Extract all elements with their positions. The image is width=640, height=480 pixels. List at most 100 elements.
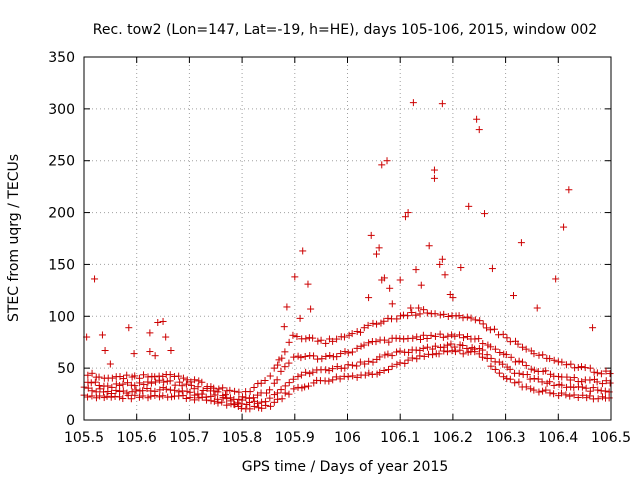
data-point: [388, 352, 396, 360]
data-point: [574, 394, 582, 402]
data-point: [116, 373, 124, 381]
data-point: [116, 381, 124, 389]
data-point: [357, 342, 365, 350]
data-point: [365, 339, 373, 347]
data-point: [578, 378, 586, 386]
data-point: [365, 357, 373, 365]
data-point: [605, 394, 613, 402]
data-point: [183, 387, 191, 395]
data-point: [317, 336, 325, 344]
y-tick-label: 100: [48, 309, 75, 325]
data-point: [558, 389, 566, 397]
data-point: [258, 398, 266, 406]
data-point: [502, 351, 510, 359]
data-point: [515, 369, 523, 377]
data-point: [476, 317, 484, 325]
data-point: [441, 271, 449, 279]
data-point: [254, 391, 262, 399]
data-point: [507, 353, 515, 361]
data-point: [160, 378, 168, 386]
data-point: [413, 333, 421, 341]
data-point: [290, 353, 298, 361]
data-point: [198, 390, 206, 398]
data-point: [423, 343, 431, 351]
data-point: [396, 347, 404, 355]
data-point: [293, 333, 301, 341]
data-point: [233, 399, 241, 407]
data-point: [151, 373, 159, 381]
data-point: [459, 314, 467, 322]
data-point: [443, 348, 451, 356]
data-point: [258, 404, 266, 412]
data-point: [179, 392, 187, 400]
data-point: [593, 369, 601, 377]
data-point: [436, 311, 444, 319]
data-point: [120, 375, 128, 383]
data-point: [182, 380, 190, 388]
data-point: [401, 359, 409, 367]
data-point: [107, 390, 115, 398]
data-point: [526, 375, 534, 383]
data-point: [380, 366, 388, 374]
data-point: [106, 360, 114, 368]
data-point: [396, 276, 404, 284]
data-point: [486, 326, 494, 334]
data-point: [294, 373, 302, 381]
data-point: [309, 334, 317, 342]
data-point: [198, 378, 206, 386]
data-point: [332, 373, 340, 381]
data-point: [372, 338, 380, 346]
data-point: [373, 320, 381, 328]
x-tick-label: 105.7: [169, 430, 209, 446]
data-point: [527, 385, 535, 393]
data-point: [290, 385, 298, 393]
data-point: [375, 244, 383, 252]
data-point: [413, 355, 421, 363]
data-point: [546, 378, 554, 386]
data-point: [231, 387, 239, 395]
data-point: [314, 337, 322, 345]
data-point: [344, 349, 352, 357]
data-point: [491, 345, 499, 353]
data-point: [277, 367, 285, 375]
data-point: [91, 275, 99, 283]
data-point: [438, 100, 446, 108]
data-point: [270, 398, 278, 406]
data-point: [274, 361, 282, 369]
data-point: [168, 393, 176, 401]
data-point: [285, 379, 293, 387]
data-point: [285, 390, 293, 398]
data-point: [127, 395, 135, 403]
data-point: [408, 354, 416, 362]
data-point: [273, 389, 281, 397]
data-point: [162, 333, 170, 341]
data-point: [381, 351, 389, 359]
data-point: [333, 353, 341, 361]
data-point: [353, 344, 361, 352]
data-point: [385, 338, 393, 346]
data-point: [479, 340, 487, 348]
data-point: [159, 392, 167, 400]
data-point: [597, 370, 605, 378]
data-point: [393, 360, 401, 368]
data-point: [130, 350, 138, 358]
data-point: [301, 352, 309, 360]
data-point: [178, 382, 186, 390]
data-point: [459, 342, 467, 350]
data-point: [451, 332, 459, 340]
data-point: [419, 344, 427, 352]
data-point: [566, 376, 574, 384]
data-point: [191, 391, 199, 399]
data-point: [594, 395, 602, 403]
data-point: [380, 336, 388, 344]
data-point: [475, 126, 483, 134]
data-point: [423, 309, 431, 317]
data-point: [215, 385, 223, 393]
data-point: [499, 330, 507, 338]
data-point: [552, 275, 560, 283]
data-point: [154, 319, 162, 327]
data-point: [119, 387, 127, 395]
data-point: [479, 346, 487, 354]
y-tick-label: 0: [66, 413, 75, 429]
data-point: [514, 340, 522, 348]
